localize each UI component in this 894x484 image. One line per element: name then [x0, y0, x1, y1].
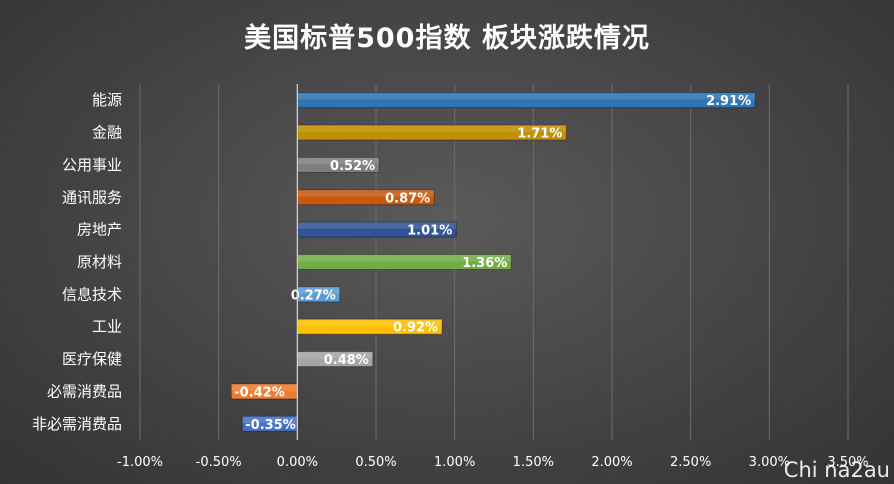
- bar-shine-3: [297, 189, 435, 197]
- chart-title: 美国标普500指数 板块涨跌情况: [244, 23, 650, 54]
- data-label-4: 1.01%: [407, 224, 452, 239]
- x-tick-label-2: 0.00%: [277, 455, 318, 470]
- category-label-8: 医疗保健: [62, 350, 122, 368]
- category-label-10: 非必需消费品: [32, 415, 122, 433]
- x-tick-label-4: 1.00%: [434, 455, 475, 470]
- bar-shine-9: [231, 383, 298, 391]
- data-label-10: -0.35%: [245, 418, 296, 433]
- data-label-8: 0.48%: [324, 353, 369, 368]
- x-tick-label-8: 3.00%: [749, 455, 790, 470]
- bar-shine-1: [297, 125, 567, 132]
- bar-shine-7: [297, 319, 443, 327]
- data-label-6: 0.27%: [291, 288, 336, 303]
- x-tick-label-6: 2.00%: [591, 455, 632, 470]
- x-tick-label-7: 2.50%: [670, 455, 711, 470]
- bar-shine-8: [297, 351, 373, 359]
- category-label-4: 房地产: [77, 221, 122, 239]
- x-tick-label-9: 3.50%: [827, 455, 868, 470]
- bar-shine-2: [297, 157, 380, 165]
- data-label-9: -0.42%: [234, 385, 285, 400]
- data-label-7: 0.92%: [393, 321, 438, 336]
- bar-shine-10: [242, 416, 298, 424]
- category-label-6: 信息技术: [62, 285, 122, 303]
- watermark: Chi na2au: [783, 458, 890, 482]
- category-label-2: 公用事业: [62, 156, 122, 174]
- category-label-0: 能源: [92, 91, 122, 109]
- x-tick-label-3: 0.50%: [355, 455, 396, 470]
- x-tick-label-5: 1.50%: [513, 455, 554, 470]
- bar-shine-4: [297, 222, 457, 229]
- bar-shine-6: [297, 286, 340, 294]
- data-label-3: 0.87%: [385, 191, 430, 206]
- category-label-9: 必需消费品: [47, 382, 122, 400]
- x-tick-label-1: -0.50%: [196, 455, 242, 470]
- data-label-1: 1.71%: [517, 127, 562, 142]
- category-label-5: 原材料: [77, 253, 122, 271]
- data-label-2: 0.52%: [330, 159, 375, 174]
- bar-shine-0: [297, 92, 756, 100]
- bar-shine-5: [297, 254, 512, 262]
- category-label-3: 通讯服务: [62, 188, 122, 206]
- data-label-5: 1.36%: [462, 256, 507, 271]
- x-tick-label-0: -1.00%: [117, 455, 163, 470]
- data-label-0: 2.91%: [706, 94, 751, 109]
- category-label-7: 工业: [92, 318, 122, 336]
- category-label-1: 金融: [92, 124, 122, 142]
